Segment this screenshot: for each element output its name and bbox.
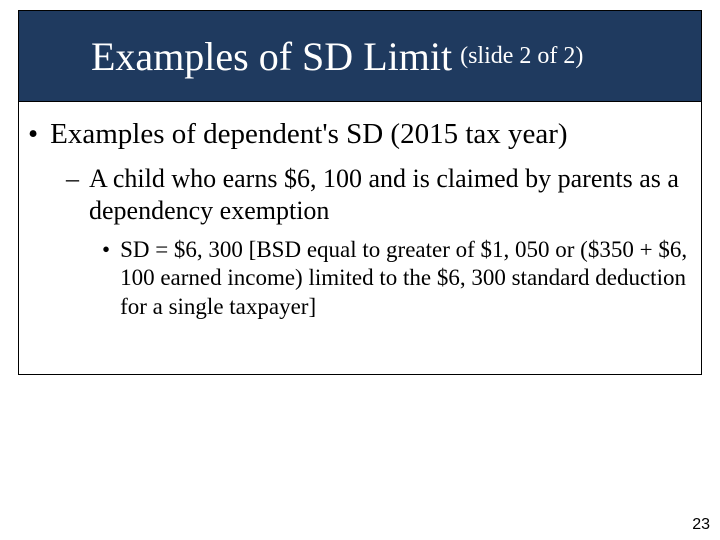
bullet-level-1: • Examples of dependent's SD (2015 tax y… (28, 118, 698, 151)
bullet-dot-icon: • (102, 236, 110, 264)
dash-icon: – (66, 163, 79, 195)
bullet-level-3: • SD = $6, 300 [BSD equal to greater of … (102, 236, 698, 320)
bullet-level-2: – A child who earns $6, 100 and is claim… (66, 163, 698, 226)
level2-text: A child who earns $6, 100 and is claimed… (89, 163, 698, 226)
level3-text: SD = $6, 300 [BSD equal to greater of $1… (120, 236, 698, 320)
bullet-dot-icon: • (28, 118, 38, 151)
title-box: Examples of SD Limit (slide 2 of 2) (18, 10, 702, 102)
slide-title-main: Examples of SD Limit (91, 33, 452, 80)
level1-text: Examples of dependent's SD (2015 tax yea… (50, 118, 567, 151)
slide-title-sub: (slide 2 of 2) (460, 43, 583, 70)
page-number: 23 (692, 516, 710, 534)
slide-content: • Examples of dependent's SD (2015 tax y… (28, 118, 698, 321)
